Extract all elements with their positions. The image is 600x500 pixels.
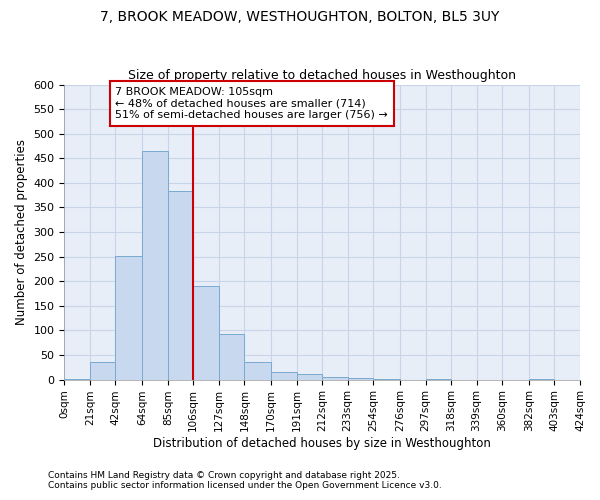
- Title: Size of property relative to detached houses in Westhoughton: Size of property relative to detached ho…: [128, 69, 516, 82]
- Bar: [348, 378, 373, 380]
- Bar: [244, 362, 271, 380]
- Bar: [322, 377, 348, 380]
- Y-axis label: Number of detached properties: Number of detached properties: [15, 139, 28, 325]
- Text: Contains HM Land Registry data © Crown copyright and database right 2025.
Contai: Contains HM Land Registry data © Crown c…: [48, 470, 442, 490]
- Bar: [90, 362, 115, 380]
- X-axis label: Distribution of detached houses by size in Westhoughton: Distribution of detached houses by size …: [153, 437, 491, 450]
- Bar: [168, 192, 193, 380]
- Text: 7 BROOK MEADOW: 105sqm
← 48% of detached houses are smaller (714)
51% of semi-de: 7 BROOK MEADOW: 105sqm ← 48% of detached…: [115, 87, 388, 120]
- Bar: [142, 151, 168, 380]
- Bar: [115, 256, 142, 380]
- Bar: [193, 286, 219, 380]
- Bar: [64, 378, 90, 380]
- Text: 7, BROOK MEADOW, WESTHOUGHTON, BOLTON, BL5 3UY: 7, BROOK MEADOW, WESTHOUGHTON, BOLTON, B…: [100, 10, 500, 24]
- Bar: [296, 374, 322, 380]
- Bar: [219, 334, 244, 380]
- Bar: [271, 372, 296, 380]
